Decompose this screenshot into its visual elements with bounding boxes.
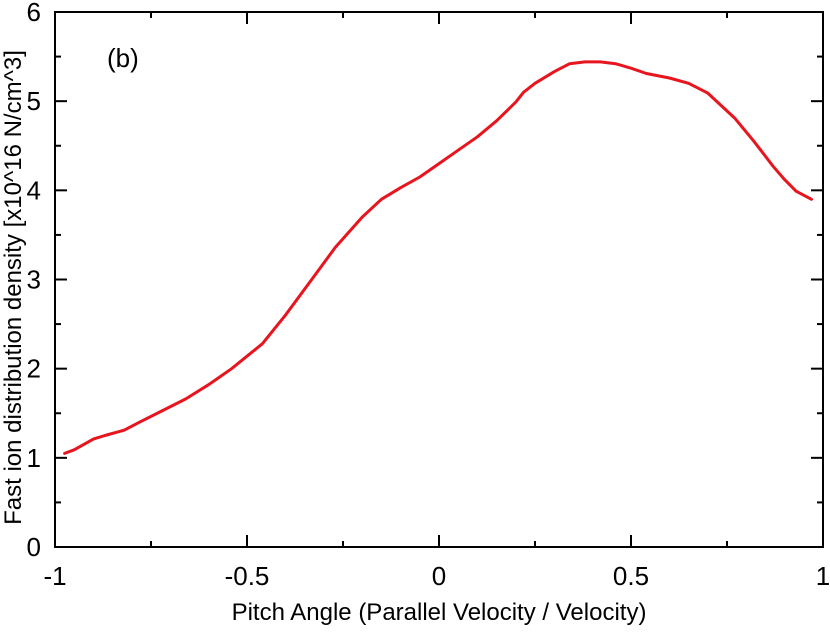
- x-tick-label: -0.5: [225, 561, 270, 591]
- y-axis-label: Fast ion distribution density [x10^16 N/…: [0, 50, 27, 525]
- x-tick-label: 1: [816, 561, 830, 591]
- axis-ticks: [54, 11, 824, 548]
- x-axis-label: Pitch Angle (Parallel Velocity / Velocit…: [232, 599, 647, 626]
- x-tick-label: -1: [43, 561, 66, 591]
- x-tick-label: 0.5: [613, 561, 649, 591]
- panel-annotation: (b): [107, 43, 139, 73]
- series-line: [63, 60, 813, 455]
- axis-tick-labels: -1 -0.5 0 0.5 1 0 1 2 3 4 5 6: [27, 0, 830, 591]
- y-tick-label: 3: [27, 265, 41, 295]
- y-tick-label: 6: [27, 0, 41, 27]
- series-group: [63, 60, 813, 455]
- x-tick-label: 0: [432, 561, 446, 591]
- y-tick-label: 0: [27, 532, 41, 562]
- y-tick-label: 1: [27, 443, 41, 473]
- y-tick-label: 4: [27, 175, 41, 205]
- y-tick-label: 5: [27, 86, 41, 116]
- y-tick-label: 2: [27, 354, 41, 384]
